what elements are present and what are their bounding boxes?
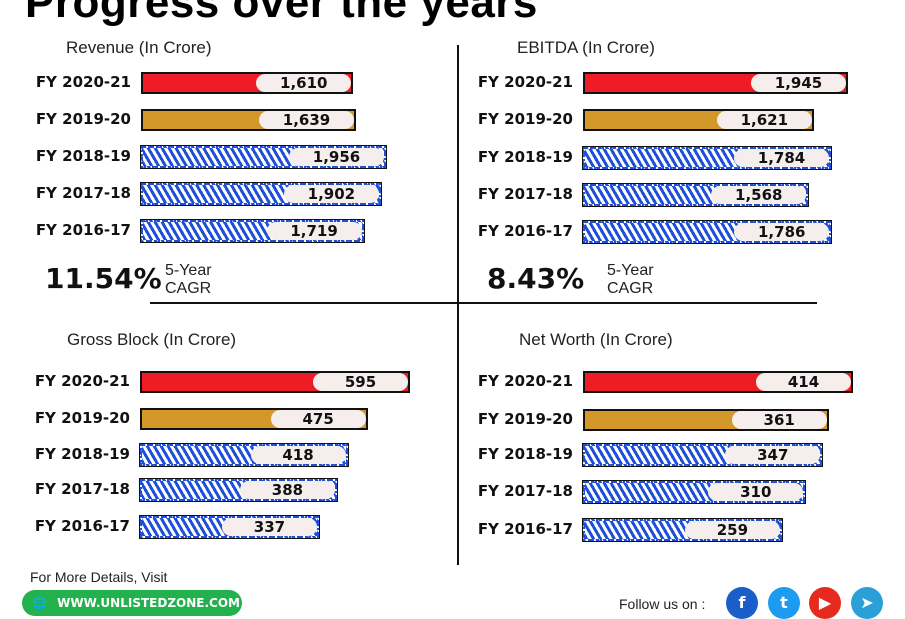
fiscal-year-label: FY 2018-19 [477,445,573,463]
cagr-label-line2: CAGR [165,280,212,297]
bar: 1,945 [583,72,848,94]
bar-value: 1,784 [734,149,830,167]
cagr-label: 5-Year CAGR [165,262,212,298]
bar-value: 388 [239,481,335,499]
bar: 388 [139,478,338,502]
bar: 310 [581,480,807,504]
bar-value: 1,786 [734,223,830,241]
fiscal-year-label: FY 2020-21 [477,73,573,91]
youtube-icon[interactable]: ▶ [809,587,841,619]
bar: 259 [582,518,783,542]
panel-title: Net Worth (In Crore) [519,330,673,349]
globe-icon: 🌐 [32,596,47,610]
bar: 347 [581,443,824,467]
follow-text: Follow us on : [619,596,706,612]
bar-value: 475 [270,410,366,428]
fiscal-year-label: FY 2016-17 [477,222,573,240]
telegram-icon[interactable]: ➤ [851,587,883,619]
bar: 475 [140,408,368,430]
bar: 1,902 [140,182,382,206]
fiscal-year-label: FY 2020-21 [34,372,130,390]
bar-value: 259 [684,521,780,539]
bar: 1,784 [581,146,833,170]
fiscal-year-label: FY 2018-19 [477,148,573,166]
bar-value: 337 [221,518,317,536]
bar: 414 [583,371,853,393]
horizontal-divider [150,302,817,304]
bar: 1,786 [581,220,833,244]
cagr-label: 5-Year CAGR [607,262,654,298]
bar: 337 [139,515,320,539]
bar-value: 1,639 [259,111,355,129]
cagr-label-line1: 5-Year [165,262,212,279]
bar: 1,719 [140,219,365,243]
fiscal-year-label: FY 2018-19 [35,147,131,165]
cagr-label-line2: CAGR [607,280,654,297]
fiscal-year-label: FY 2017-18 [34,480,130,498]
fiscal-year-label: FY 2017-18 [477,482,573,500]
bar: 1,610 [141,72,354,94]
bar: 418 [139,443,349,467]
fiscal-year-label: FY 2019-20 [35,110,131,128]
fiscal-year-label: FY 2019-20 [477,110,573,128]
bar-value: 1,902 [283,185,379,203]
bar-value: 1,610 [256,74,352,92]
bar: 1,956 [140,145,387,169]
bar-value: 347 [725,446,821,464]
website-link: WWW.UNLISTEDZONE.COM [57,596,240,610]
fiscal-year-label: FY 2019-20 [34,409,130,427]
bar: 1,621 [583,109,814,131]
fiscal-year-label: FY 2020-21 [35,73,131,91]
bar-value: 361 [731,411,827,429]
panel-title: Gross Block (In Crore) [67,330,237,349]
panel-title: EBITDA (In Crore) [517,38,655,57]
fiscal-year-label: FY 2018-19 [34,445,130,463]
fiscal-year-label: FY 2016-17 [477,520,573,538]
bar: 361 [583,409,829,431]
bar: 1,639 [141,109,357,131]
bar-value: 414 [756,373,851,391]
details-text: For More Details, Visit [30,569,168,585]
bar: 1,568 [581,183,810,207]
twitter-icon[interactable]: t [768,587,800,619]
bar-value: 1,719 [266,222,362,240]
bar-value: 1,945 [751,74,846,92]
bar-value: 310 [708,483,804,501]
cagr-value: 8.43% [487,262,585,295]
cagr-label-line1: 5-Year [607,262,654,279]
bar: 595 [140,371,410,393]
vertical-divider [457,45,459,565]
page-title: Progress over the years [25,0,538,27]
fiscal-year-label: FY 2016-17 [35,221,131,239]
bar-value: 595 [313,373,408,391]
fiscal-year-label: FY 2017-18 [477,185,573,203]
website-button[interactable]: 🌐 WWW.UNLISTEDZONE.COM [22,590,242,616]
fiscal-year-label: FY 2020-21 [477,372,573,390]
fiscal-year-label: FY 2017-18 [35,184,131,202]
bar-value: 1,956 [289,148,384,166]
fiscal-year-label: FY 2019-20 [477,410,573,428]
bar-value: 1,621 [716,111,812,129]
bar-value: 418 [250,446,346,464]
cagr-value: 11.54% [45,262,162,295]
facebook-icon[interactable]: f [726,587,758,619]
bar-value: 1,568 [711,186,807,204]
fiscal-year-label: FY 2016-17 [34,517,130,535]
panel-title: Revenue (In Crore) [66,38,212,57]
